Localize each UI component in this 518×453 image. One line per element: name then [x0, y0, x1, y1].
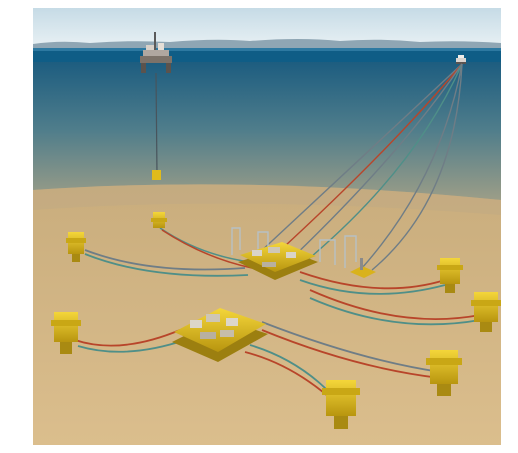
tieback-pipelines: [257, 63, 463, 271]
support-vessel: [456, 55, 466, 64]
wellhead-far-left: [66, 232, 86, 262]
riser-base-pipeline-2: [161, 229, 253, 269]
wellhead-near-buoy: [151, 212, 167, 228]
floating-production-platform: [140, 32, 172, 73]
flowlines: [74, 249, 481, 406]
rear-manifold: [238, 242, 318, 280]
seabed: [33, 184, 501, 445]
seabed-template: [350, 258, 376, 278]
sea-surface-highlight: [33, 48, 501, 51]
wellhead-right-mid: [471, 292, 501, 332]
riser-buoy: [152, 170, 161, 180]
wellhead-right-front: [426, 350, 462, 396]
wellhead-right-rear: [437, 258, 463, 293]
front-manifold: [172, 308, 268, 362]
seabed-haze: [33, 184, 501, 215]
wellhead-bottom: [322, 380, 360, 429]
wellhead-left-front: [51, 312, 81, 354]
platform-riser: [155, 72, 158, 176]
jumper-spools: [231, 227, 357, 268]
